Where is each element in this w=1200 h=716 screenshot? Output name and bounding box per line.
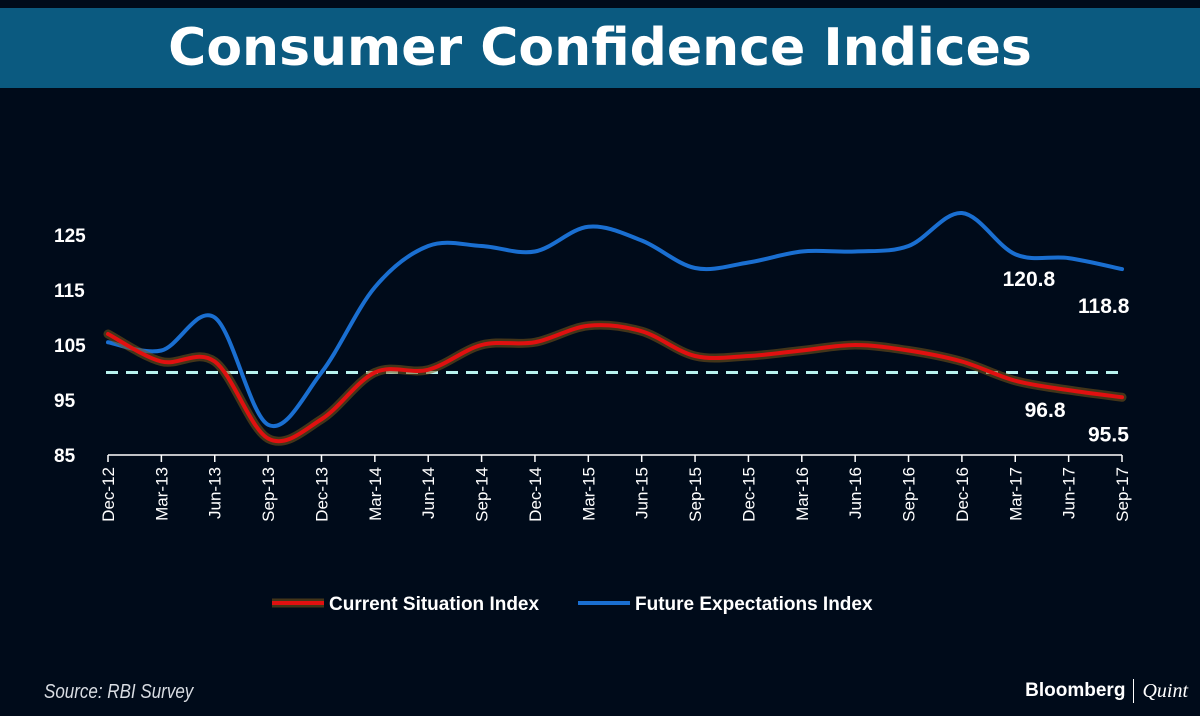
x-tick-label: Mar-13	[152, 467, 171, 521]
legend-future: Future Expectations Index	[578, 594, 873, 615]
chart-title: Consumer Confidence Indices	[168, 18, 1032, 78]
x-tick-label: Sep-15	[686, 467, 705, 522]
y-tick-label: 95	[54, 391, 76, 412]
x-tick-label: Jun-16	[846, 467, 865, 519]
x-tick-label: Jun-15	[633, 467, 652, 519]
x-tick-label: Dec-14	[526, 467, 545, 522]
x-tick-label: Sep-14	[473, 467, 492, 522]
x-tick-label: Mar-14	[366, 467, 385, 521]
y-tick-label: 115	[54, 281, 85, 302]
x-tick-label: Jun-17	[1060, 467, 1079, 519]
x-tick-label: Mar-17	[1006, 467, 1025, 521]
legend-label: Future Expectations Index	[635, 594, 873, 615]
y-tick-label: 85	[54, 446, 76, 467]
legend-label: Current Situation Index	[329, 594, 540, 615]
brand-logo: Bloomberg Quint	[1025, 677, 1188, 705]
data-label: 120.8	[1003, 268, 1056, 291]
x-tick-label: Sep-17	[1113, 467, 1132, 522]
annotations-group: 120.8 118.8 96.8 95.5	[1003, 268, 1130, 446]
title-bar: Consumer Confidence Indices	[0, 8, 1200, 88]
legend-current: Current Situation Index	[272, 594, 540, 615]
brand-bloomberg: Bloomberg	[1025, 680, 1126, 701]
brand-quint: Quint	[1142, 679, 1188, 702]
top-strip	[0, 0, 1200, 8]
x-tick-label: Dec-16	[953, 467, 972, 522]
series-line-current	[106, 323, 1124, 444]
x-tick-label: Jun-14	[419, 467, 438, 519]
data-label: 96.8	[1025, 399, 1066, 422]
x-tick-label: Sep-13	[259, 467, 278, 522]
x-tick-label: Mar-16	[793, 467, 812, 521]
brand-divider	[1133, 679, 1135, 703]
x-axis: Dec-12 Mar-13 Jun-13 Sep-13 Dec-13 Mar-14 Jun-…	[99, 454, 1132, 522]
legend: Current Situation Index Future Expectatio…	[272, 594, 873, 615]
x-tick-label: Dec-15	[739, 467, 758, 522]
y-axis-ticks: 85 95 105 115 125	[54, 226, 86, 467]
series-group	[103, 211, 1127, 446]
x-tick-label: Dec-12	[99, 467, 118, 522]
y-tick-label: 105	[54, 336, 86, 357]
series-line-future	[106, 211, 1124, 429]
y-tick-label: 125	[54, 226, 86, 247]
x-tick-label: Jun-13	[206, 467, 225, 519]
x-tick-label: Dec-13	[312, 467, 331, 522]
data-label: 118.8	[1078, 295, 1130, 318]
x-tick-label: Sep-16	[900, 467, 919, 522]
data-label: 95.5	[1088, 423, 1129, 446]
series-line-current-glow	[103, 320, 1127, 446]
x-tick-label: Mar-15	[579, 467, 598, 521]
source-note: Source: RBI Survey	[44, 681, 194, 703]
